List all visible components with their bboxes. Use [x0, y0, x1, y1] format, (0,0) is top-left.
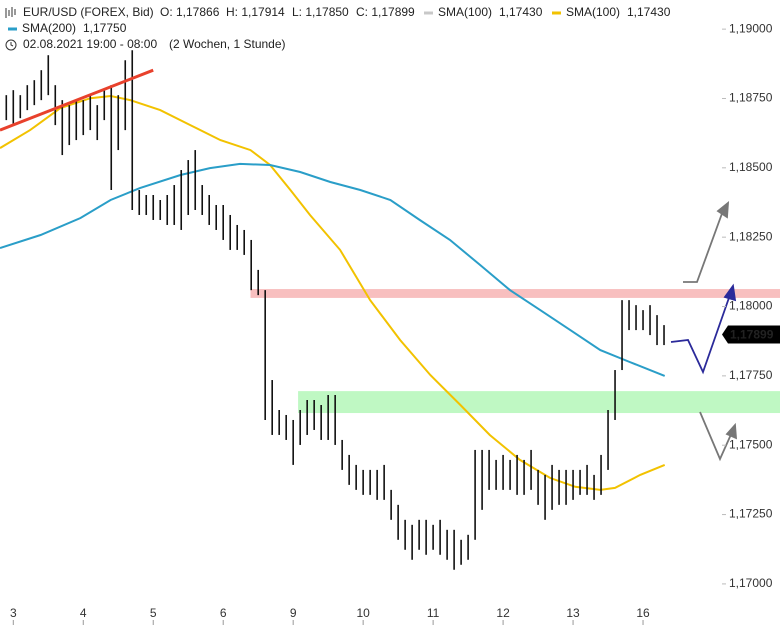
x-tick-label: 11: [427, 606, 440, 620]
legend: EUR/USD (FOREX, Bid) O: 1,17866 H: 1,179…: [5, 5, 415, 51]
x-tick-label: 10: [356, 606, 370, 620]
legend-value: 1,17430: [499, 5, 543, 19]
last-price-label: 1,17899: [730, 328, 774, 342]
symbol: EUR/USD (FOREX, Bid): [23, 5, 154, 19]
plot-area: [0, 50, 780, 570]
arrowhead: [716, 201, 730, 219]
ohlc-high: H: 1,17914: [226, 5, 285, 19]
ohlc-close: C: 1,17899: [356, 5, 415, 19]
sma-line: [0, 162, 666, 377]
legend-name: SMA(200): [22, 21, 76, 35]
y-tick-label: 1,18500: [729, 160, 773, 174]
legend-name: SMA(100): [566, 5, 620, 19]
arrow-main-scenario: [670, 291, 732, 375]
clock-icon: [5, 39, 17, 51]
arrow-up-scenario: [683, 207, 725, 283]
ohlc-low: L: 1,17850: [292, 5, 349, 19]
span: (2 Wochen, 1 Stunde): [169, 37, 286, 51]
y-tick-label: 1,19000: [729, 21, 773, 35]
y-tick-label: 1,18250: [729, 229, 773, 243]
y-tick-label: 1,17250: [729, 507, 773, 521]
y-tick-label: 1,17750: [729, 368, 773, 382]
y-tick-label: 1,18750: [729, 91, 773, 105]
legend-name: SMA(100): [438, 5, 492, 19]
x-tick-label: 13: [566, 606, 580, 620]
last-price-badge: [722, 325, 780, 344]
x-tick-label: 6: [220, 606, 227, 620]
y-tick-label: 1,17000: [729, 576, 773, 590]
arrow-down-scenario: [699, 411, 734, 462]
ohlc-open: O: 1,17866: [160, 5, 220, 19]
legend-value: 1,17430: [627, 5, 671, 19]
sma-line: [0, 94, 666, 491]
x-tick-label: 16: [636, 606, 650, 620]
period: 02.08.2021 19:00 - 08:00: [23, 37, 157, 51]
arrowhead: [725, 422, 738, 440]
arrowhead: [723, 283, 737, 302]
y-tick-label: 1,18000: [729, 299, 773, 313]
x-tick-label: 9: [290, 606, 297, 620]
bar-icon: [5, 7, 16, 18]
x-tick-label: 3: [10, 606, 17, 620]
legend-value: 1,17750: [83, 21, 127, 35]
scenario-arrows: [670, 201, 738, 462]
x-tick-label: 12: [496, 606, 510, 620]
price-zone: [298, 391, 780, 414]
x-tick-label: 4: [80, 606, 87, 620]
x-tick-label: 5: [150, 606, 157, 620]
trend-line: [0, 68, 154, 132]
y-tick-label: 1,17500: [729, 437, 773, 451]
